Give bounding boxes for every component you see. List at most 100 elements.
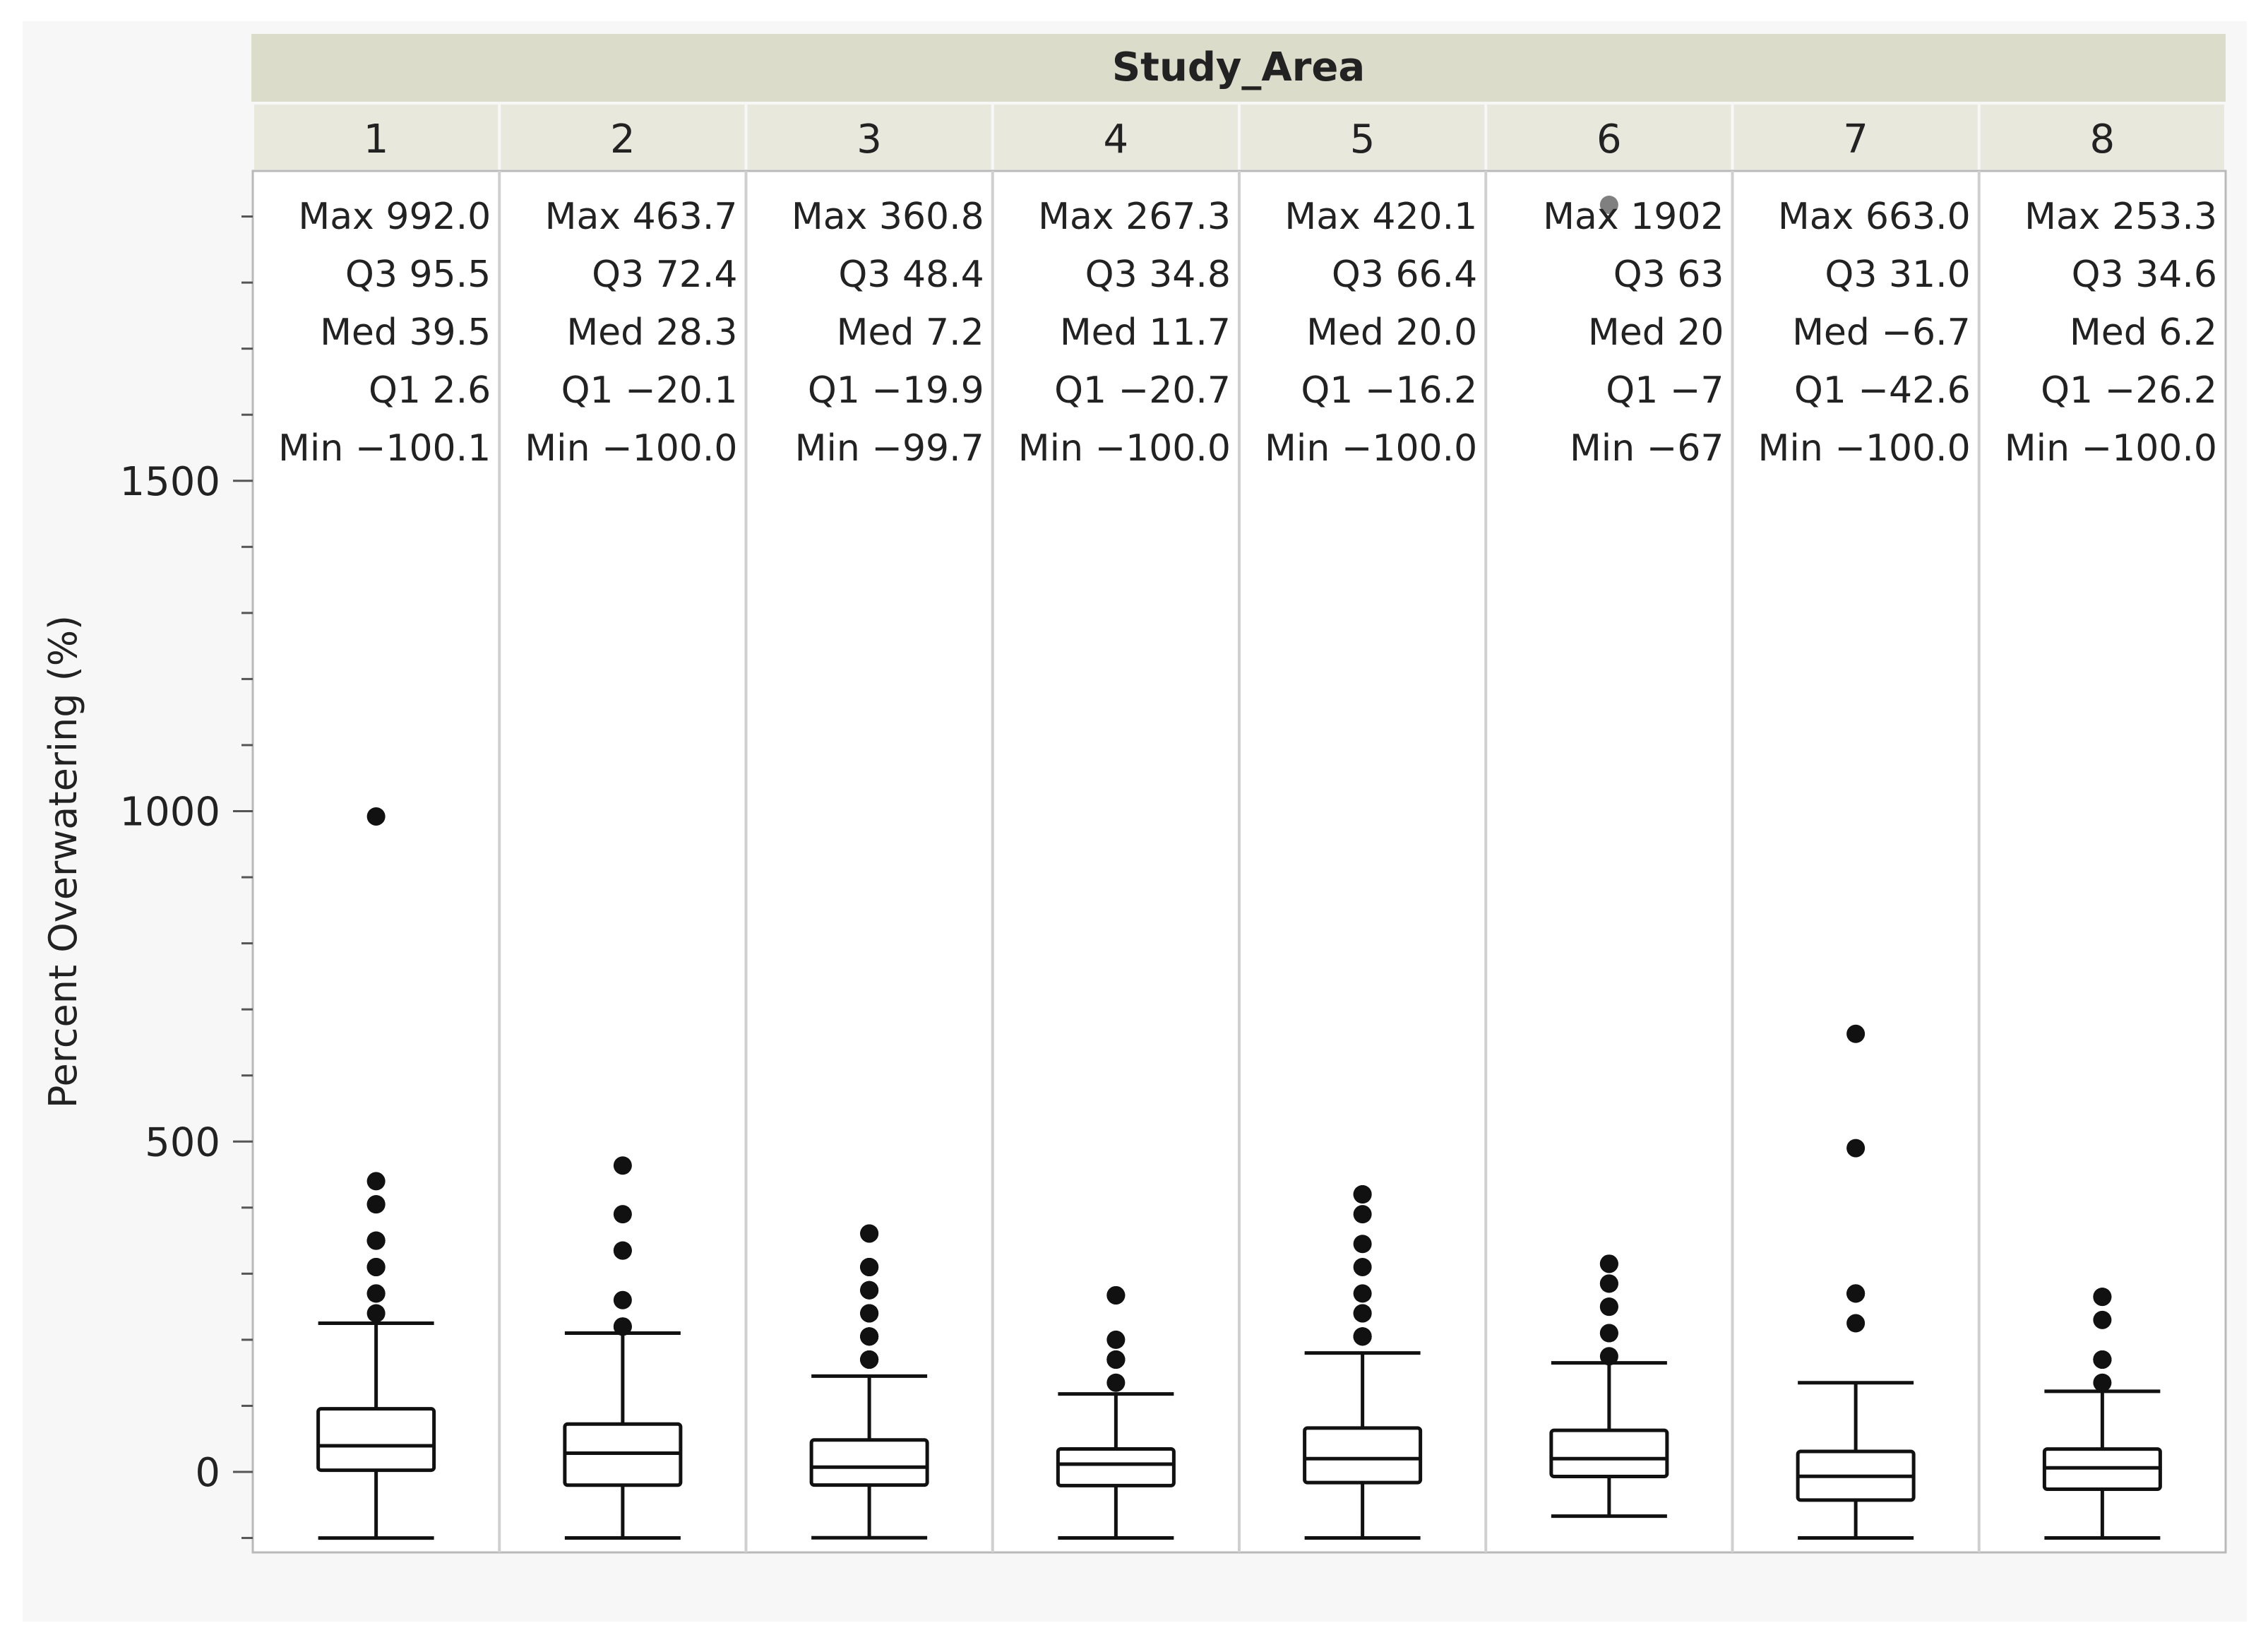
stat-label: Max (1038, 196, 1126, 238)
y-tick-label: 0 (195, 1450, 220, 1496)
stat-value: 39.5 (409, 311, 491, 354)
outlier-point (1599, 196, 1618, 214)
iqr-box (316, 1407, 436, 1473)
category-label: 8 (2090, 117, 2115, 162)
stat-q3: Q3 63 (1613, 254, 1724, 296)
stat-label: Q1 (1794, 369, 1858, 412)
stat-value: 2.6 (433, 369, 491, 412)
stat-label: Q1 (561, 369, 626, 412)
stat-value: 992.0 (386, 196, 491, 238)
stat-med: Med 20 (1588, 311, 1724, 354)
box-panels: Max 992.0 Q3 95.5 Med 39.5 Q1 2.6 Min −100.1… (278, 196, 2217, 1540)
stat-label: Med (566, 311, 655, 354)
y-axis-label: Percent Overwatering (%) (41, 615, 85, 1108)
outlier-point (1106, 1373, 1126, 1392)
stat-label: Max (1778, 196, 1866, 238)
stat-q1: Q1 2.6 (369, 369, 491, 412)
stat-value: 34.6 (2135, 254, 2217, 296)
stat-label: Q1 (1301, 369, 1365, 412)
category-label: 5 (1350, 117, 1375, 162)
outlier-point (860, 1350, 879, 1369)
stat-med: Med −6.7 (1792, 311, 1971, 354)
outlier-point (1353, 1327, 1372, 1346)
outlier-point (613, 1317, 632, 1336)
stat-value: −100.0 (1834, 427, 1970, 470)
chart-title: Study_Area (1112, 44, 1365, 90)
stat-min: Min −100.1 (278, 427, 491, 470)
stat-label: Med (1792, 311, 1881, 354)
title-bar (251, 34, 2226, 102)
iqr-box (1056, 1446, 1176, 1487)
stat-label: Q3 (1332, 254, 1396, 296)
stat-min: Min −100.0 (1758, 427, 1971, 470)
stat-value: −67 (1647, 427, 1724, 470)
outlier-point (366, 1172, 386, 1191)
stat-label: Min (1265, 427, 1342, 470)
stat-value: 1902 (1630, 196, 1724, 238)
category-header-cell (993, 105, 1238, 170)
stat-value: 360.8 (879, 196, 984, 238)
stat-label: Min (1758, 427, 1835, 470)
stat-label: Q3 (1613, 254, 1678, 296)
stat-label: Max (1543, 196, 1630, 238)
outlier-point (613, 1290, 632, 1309)
outlier-point (1846, 1314, 1866, 1333)
stat-label: Max (545, 196, 633, 238)
stat-value: 20 (1677, 311, 1724, 354)
outlier-point (1599, 1347, 1618, 1366)
category-label: 4 (1104, 117, 1129, 162)
category-header-cell (1487, 105, 1731, 170)
outlier-point (613, 1156, 632, 1175)
stat-q1: Q1 −20.1 (561, 369, 738, 412)
outlier-point (613, 1205, 632, 1224)
outlier-point (613, 1241, 632, 1260)
stat-q3: Q3 31.0 (1825, 254, 1970, 296)
outlier-point (860, 1280, 879, 1300)
stat-value: 72.4 (656, 254, 738, 296)
stat-value: −19.9 (871, 369, 984, 412)
stat-min: Min −100.0 (1265, 427, 1477, 470)
stat-value: 95.5 (409, 254, 491, 296)
y-tick-label: 500 (145, 1119, 220, 1165)
stat-label: Max (1284, 196, 1372, 238)
stat-q1: Q1 −42.6 (1794, 369, 1971, 412)
outlier-point (366, 807, 386, 826)
stat-value: −20.7 (1118, 369, 1231, 412)
box-panel-8: Max 253.3 Q3 34.6 Med 6.2 Q1 −26.2 Min −100.… (2005, 196, 2217, 1540)
category-label: 6 (1596, 117, 1622, 162)
outlier-point (1599, 1254, 1618, 1273)
stat-label: Min (525, 427, 602, 470)
stat-label: Q3 (838, 254, 902, 296)
outlier-point (1353, 1304, 1372, 1323)
outlier-point (366, 1195, 386, 1214)
stat-label: Q3 (592, 254, 656, 296)
category-label: 3 (857, 117, 882, 162)
stat-q3: Q3 34.6 (2072, 254, 2217, 296)
stat-q3: Q3 48.4 (838, 254, 984, 296)
outlier-point (860, 1257, 879, 1276)
iqr-box (809, 1438, 929, 1487)
outlier-point (2093, 1350, 2112, 1369)
outlier-point (1353, 1235, 1372, 1254)
stat-label: Med (2070, 311, 2159, 354)
stat-min: Min −99.7 (795, 427, 984, 470)
stat-value: 66.4 (1395, 254, 1477, 296)
outlier-point (2093, 1288, 2112, 1307)
stat-med: Med 11.7 (1060, 311, 1231, 354)
stat-value: −7 (1670, 369, 1724, 412)
outlier-point (1353, 1284, 1372, 1303)
outlier-point (366, 1284, 386, 1303)
stat-value: −42.6 (1858, 369, 1970, 412)
stat-label: Min (278, 427, 355, 470)
outlier-point (366, 1231, 386, 1250)
stat-label: Q3 (1825, 254, 1889, 296)
stat-value: 28.3 (656, 311, 738, 354)
stat-max: Max 992.0 (298, 196, 491, 238)
stat-label: Min (2005, 427, 2082, 470)
stat-max: Max 420.1 (1284, 196, 1477, 238)
stat-label: Med (1588, 311, 1677, 354)
stat-value: −100.0 (2082, 427, 2217, 470)
outlier-point (1353, 1257, 1372, 1276)
